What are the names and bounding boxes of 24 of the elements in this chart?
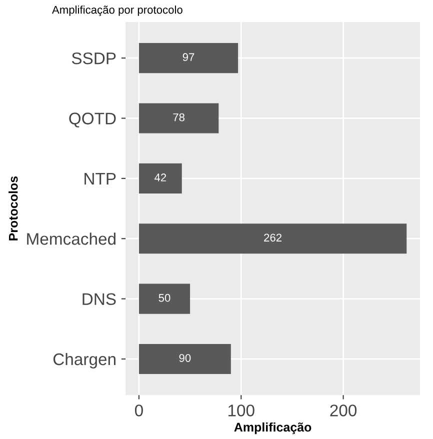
bar bbox=[138, 344, 231, 374]
bar bbox=[138, 284, 190, 314]
y-tick-label: SSDP bbox=[72, 52, 116, 64]
y-tick-label: Chargen bbox=[53, 352, 116, 368]
data-label: 97 bbox=[182, 53, 194, 62]
bar bbox=[138, 103, 219, 134]
data-label: 50 bbox=[158, 294, 170, 302]
chart-title: Amplificação por protocolo bbox=[52, 6, 182, 16]
bar bbox=[138, 224, 407, 254]
data-label: 262 bbox=[264, 234, 282, 242]
x-tick-label: 100 bbox=[228, 404, 254, 416]
y-tick-label: DNS bbox=[82, 293, 116, 306]
y-tick-label: QOTD bbox=[69, 112, 116, 128]
data-label: 78 bbox=[173, 113, 184, 122]
y-axis-title: Protocolos bbox=[8, 176, 18, 240]
x-tick-label: 200 bbox=[330, 404, 357, 416]
y-tick-label: NTP bbox=[84, 173, 116, 184]
data-label: 42 bbox=[154, 174, 166, 182]
data-label: 90 bbox=[179, 354, 191, 362]
x-tick-label: 0 bbox=[134, 404, 143, 416]
bar bbox=[138, 163, 182, 194]
bar bbox=[138, 43, 238, 74]
y-tick-label: Memcached bbox=[27, 232, 116, 245]
x-axis-title: Amplificação bbox=[234, 422, 312, 434]
